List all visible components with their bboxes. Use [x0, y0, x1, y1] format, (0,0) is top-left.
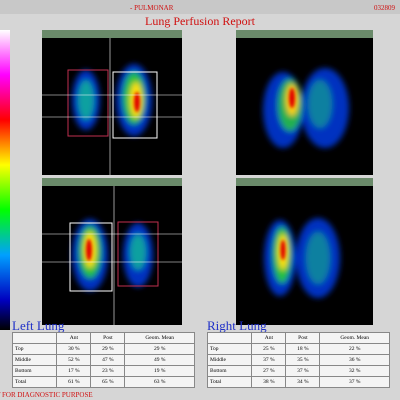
- value-cell: 49 %: [124, 354, 195, 366]
- report-title: Lung Perfusion Report: [145, 14, 256, 28]
- value-cell: 23 %: [90, 365, 126, 377]
- value-cell: 19 %: [124, 365, 195, 377]
- right-lung-table: Ant Post Geom. Mean Top 25 % 18 % 22 % Middle 37…: [206, 332, 390, 388]
- value-cell: 32 %: [319, 365, 390, 377]
- image-panel: [42, 178, 182, 325]
- column-header: Post: [285, 332, 321, 344]
- value-cell: 37 %: [319, 376, 390, 388]
- table-row: Total 38 % 34 % 37 %: [206, 376, 390, 388]
- patient-id: 032809: [374, 4, 396, 12]
- left-lung-table: Ant Post Geom. Mean Top 30 % 29 % 29 % Middle 52…: [11, 332, 195, 388]
- row-header: Total: [206, 376, 253, 388]
- disclaimer: NOT FOR DIAGNOSTIC PURPOSE: [0, 391, 93, 399]
- value-cell: 17 %: [56, 365, 92, 377]
- table-row: Middle 52 % 47 % 49 %: [11, 354, 195, 366]
- table-row: Total 61 % 65 % 63 %: [11, 376, 195, 388]
- column-header: Post: [90, 332, 126, 344]
- column-header: Ant: [251, 332, 287, 344]
- row-header: Top: [11, 343, 58, 355]
- value-cell: 22 %: [319, 343, 390, 355]
- value-cell: 29 %: [90, 343, 126, 355]
- header-row: Ant Post Geom. Mean: [206, 332, 390, 344]
- value-cell: 47 %: [90, 354, 126, 366]
- value-cell: 35 %: [285, 354, 321, 366]
- value-cell: 18 %: [285, 343, 321, 355]
- department: - PULMONAR: [130, 4, 174, 12]
- value-cell: 34 %: [285, 376, 321, 388]
- table-row: Top 25 % 18 % 22 %: [206, 343, 390, 355]
- value-cell: 30 %: [56, 343, 92, 355]
- row-header: Bottom: [206, 365, 253, 377]
- value-cell: 37 %: [285, 365, 321, 377]
- row-header: Bottom: [11, 365, 58, 377]
- row-header: Total: [11, 376, 58, 388]
- top-bar: [0, 0, 400, 14]
- value-cell: 38 %: [251, 376, 287, 388]
- column-header: Geom. Mean: [319, 332, 390, 344]
- row-header: Middle: [206, 354, 253, 366]
- image-panel: [42, 30, 182, 175]
- table-row: Top 30 % 29 % 29 %: [11, 343, 195, 355]
- left-lung-label: Left Lung: [12, 318, 65, 333]
- table-row: Bottom 17 % 23 % 19 %: [11, 365, 195, 377]
- value-cell: 36 %: [319, 354, 390, 366]
- image-panel: [236, 178, 373, 325]
- corner-cell: [11, 332, 58, 344]
- value-cell: 37 %: [251, 354, 287, 366]
- right-lung-label: Right Lung: [207, 318, 267, 333]
- table-row: Bottom 27 % 37 % 32 %: [206, 365, 390, 377]
- color-scale: [0, 30, 10, 330]
- image-panel: [236, 30, 373, 175]
- table-row: Middle 37 % 35 % 36 %: [206, 354, 390, 366]
- row-header: Middle: [11, 354, 58, 366]
- header-row: Ant Post Geom. Mean: [11, 332, 195, 344]
- row-header: Top: [206, 343, 253, 355]
- value-cell: 65 %: [90, 376, 126, 388]
- value-cell: 52 %: [56, 354, 92, 366]
- column-header: Ant: [56, 332, 92, 344]
- value-cell: 29 %: [124, 343, 195, 355]
- value-cell: 27 %: [251, 365, 287, 377]
- value-cell: 63 %: [124, 376, 195, 388]
- column-header: Geom. Mean: [124, 332, 195, 344]
- value-cell: 25 %: [251, 343, 287, 355]
- corner-cell: [206, 332, 253, 344]
- value-cell: 61 %: [56, 376, 92, 388]
